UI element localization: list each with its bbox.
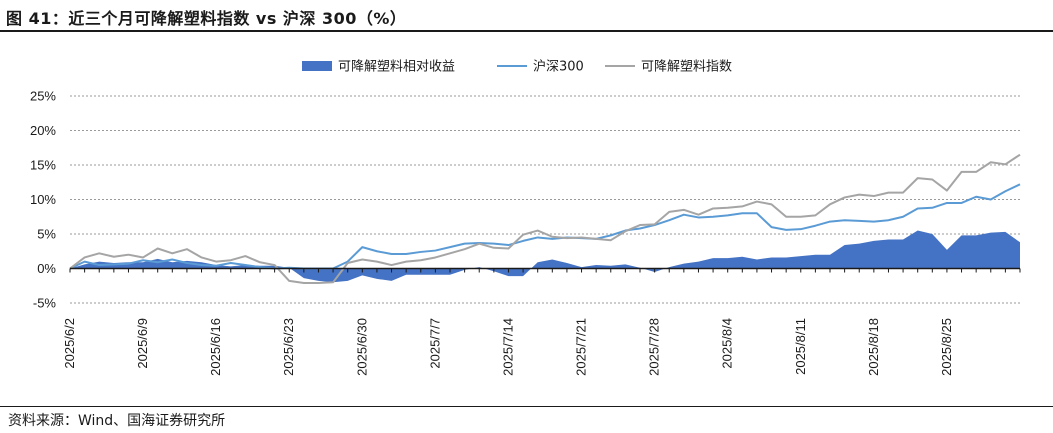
legend-label: 沪深300 xyxy=(533,59,584,75)
series-line-hs300 xyxy=(69,183,1021,270)
y-tick-label: 10% xyxy=(30,192,56,207)
x-tick-label: 2025/6/30 xyxy=(354,318,369,376)
y-tick-label: 5% xyxy=(37,227,56,242)
x-axis-ticks: 2025/6/2 2025/6/9 2025/6/16 2025/6/23 2025/6… xyxy=(62,318,954,376)
x-tick-label: 2025/6/23 xyxy=(281,318,296,376)
x-tick-label: 2025/8/18 xyxy=(866,318,881,376)
x-tick-label: 2025/7/7 xyxy=(427,318,442,369)
x-tick-label: 2025/6/2 xyxy=(62,318,77,369)
x-tick-label: 2025/8/11 xyxy=(793,318,808,375)
x-tick-label: 2025/7/28 xyxy=(647,318,662,376)
x-axis xyxy=(69,267,1021,273)
x-tick-label: 2025/7/21 xyxy=(574,318,589,376)
y-tick-label: 25% xyxy=(30,89,56,104)
x-tick-label: 2025/7/14 xyxy=(500,318,515,376)
series-line-plastic-index xyxy=(69,153,1021,284)
source-note: 资料来源：Wind、国海证券研究所 xyxy=(8,413,226,429)
legend-label: 可降解塑料指数 xyxy=(641,60,732,75)
x-tick-label: 2025/8/4 xyxy=(720,318,735,369)
legend-label: 可降解塑料相对收益 xyxy=(338,60,455,75)
title-rule xyxy=(0,30,1053,32)
legend-swatch xyxy=(302,61,332,71)
x-tick-label: 2025/8/25 xyxy=(939,318,954,376)
x-tick-label: 2025/6/9 xyxy=(135,318,150,369)
legend-item-relative-return: 可降解塑料相对收益 xyxy=(302,60,455,75)
y-tick-label: 15% xyxy=(30,158,56,173)
legend: 可降解塑料相对收益 沪深300 可降解塑料指数 xyxy=(302,59,732,75)
line-layer xyxy=(69,153,1021,284)
grid xyxy=(70,95,1020,304)
legend-item-plastic-index: 可降解塑料指数 xyxy=(605,60,732,75)
x-tick-label: 2025/6/16 xyxy=(208,318,223,376)
y-tick-label: 0% xyxy=(37,261,56,276)
legend-item-hs300: 沪深300 xyxy=(497,59,584,75)
y-tick-label: -5% xyxy=(33,296,57,311)
figure-title: 图 41：近三个月可降解塑料指数 vs 沪深 300（%） xyxy=(6,9,407,28)
y-axis-ticks: -5% 0% 5% 10% 15% 20% 25% xyxy=(30,89,56,311)
y-tick-label: 20% xyxy=(30,123,56,138)
source-rule xyxy=(0,406,1053,407)
